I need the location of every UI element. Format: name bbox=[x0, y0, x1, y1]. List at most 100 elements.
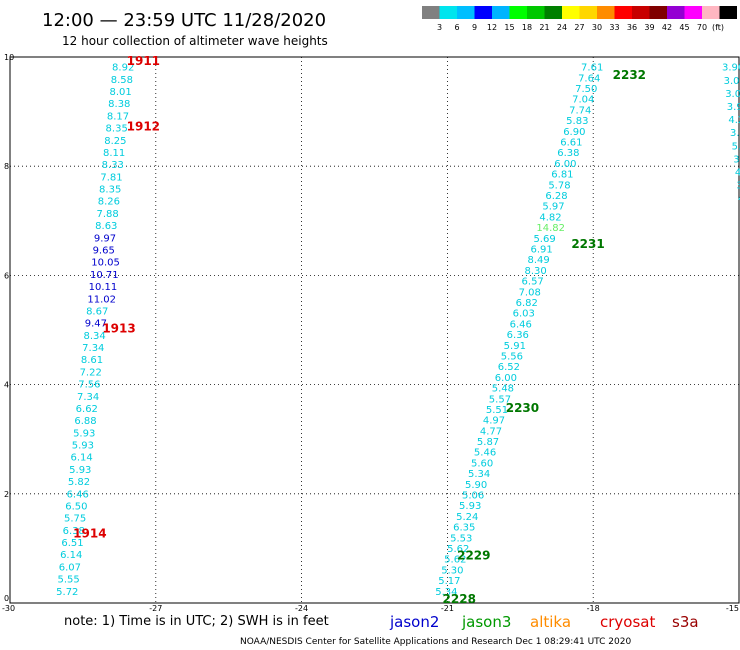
wave-height-label: 10.71 bbox=[90, 270, 119, 281]
wave-height-label: 9.97 bbox=[94, 233, 116, 244]
colorbar-swatch bbox=[597, 6, 615, 19]
wave-height-label: 8.35 bbox=[106, 124, 128, 135]
pass-label: 1911 bbox=[127, 54, 160, 68]
wave-height-label: 4.82 bbox=[539, 212, 561, 223]
colorbar-swatch bbox=[702, 6, 720, 19]
wave-height-label: 6.38 bbox=[557, 148, 579, 159]
wave-height-label: 8.49 bbox=[527, 255, 549, 266]
wave-height-label: 6.62 bbox=[76, 404, 98, 415]
colorbar-label: 30 bbox=[592, 23, 602, 32]
wave-height-label: 11.02 bbox=[87, 294, 116, 305]
wave-height-label: 7.04 bbox=[572, 95, 594, 106]
y-tick-label: 4 bbox=[4, 381, 9, 390]
wave-height-label: 5.34 bbox=[468, 469, 490, 480]
wave-height-label: 8.38 bbox=[108, 99, 130, 110]
colorbar-swatch bbox=[509, 6, 527, 19]
colorbar-label: 12 bbox=[487, 23, 497, 32]
chart-credit: NOAA/NESDIS Center for Satellite Applica… bbox=[240, 637, 631, 647]
colorbar-swatch bbox=[544, 6, 562, 19]
wave-height-label: 6.61 bbox=[560, 138, 582, 149]
wave-height-label: 5.69 bbox=[533, 234, 555, 245]
wave-height-label: 8.63 bbox=[95, 221, 117, 232]
colorbar-label: 21 bbox=[539, 23, 549, 32]
wave-height-label: 8.67 bbox=[86, 306, 108, 317]
wave-height-label: 8.92 bbox=[112, 63, 134, 74]
wave-height-label: 4.25 bbox=[728, 115, 740, 126]
pass-label: 2229 bbox=[457, 548, 490, 562]
wave-height-label: 6.88 bbox=[74, 416, 96, 427]
pass-label: 2231 bbox=[571, 237, 604, 251]
wave-height-label: 8.33 bbox=[102, 160, 124, 171]
colorbar-label: 33 bbox=[609, 23, 619, 32]
pass-labels: 1911 1912 1913 1914 2232 2231 2230 2229 2228 bbox=[73, 54, 646, 606]
wave-height-label: 3.98 bbox=[727, 102, 740, 113]
y-tick-label: 8 bbox=[4, 162, 9, 171]
y-tick-label: 10 bbox=[4, 53, 14, 62]
wave-height-label: 6.57 bbox=[522, 277, 544, 288]
colorbar-label: 36 bbox=[627, 23, 637, 32]
colorbar-swatch bbox=[457, 6, 475, 19]
wave-height-label: 14.82 bbox=[536, 223, 565, 234]
wave-height-label: 6.38 bbox=[63, 526, 85, 537]
wave-height-label: 8.61 bbox=[81, 355, 103, 366]
colorbar-swatch bbox=[684, 6, 702, 19]
x-tick-label: -24 bbox=[295, 604, 308, 613]
wave-height-label: 8.25 bbox=[104, 136, 126, 147]
colorbar-swatch bbox=[632, 6, 650, 19]
colorbar-swatch bbox=[719, 6, 737, 19]
colorbar-swatch bbox=[667, 6, 685, 19]
wave-height-label: 5.34 bbox=[435, 587, 457, 598]
colorbar-label: 15 bbox=[504, 23, 514, 32]
wave-height-label: 5.72 bbox=[56, 587, 78, 598]
wave-height-label: 7.34 bbox=[77, 392, 99, 403]
wave-height-label: 8.30 bbox=[525, 266, 547, 277]
satellite-legend: jason2 jason3 altika cryosat s3a bbox=[389, 613, 699, 631]
wave-height-label: 5.48 bbox=[492, 384, 514, 395]
wave-height-label: 7.34 bbox=[82, 343, 104, 354]
wave-height-label: 6.36 bbox=[507, 330, 529, 341]
wave-height-label: 3.04 bbox=[730, 128, 740, 139]
wave-height-label: 6.00 bbox=[495, 373, 517, 384]
wave-height-label: 7.56 bbox=[78, 380, 100, 391]
wave-height-label: 5.53 bbox=[450, 533, 472, 544]
colorbar-swatch bbox=[579, 6, 597, 19]
wave-height-label: 5.46 bbox=[474, 448, 496, 459]
wave-height-label: 5.75 bbox=[64, 514, 86, 525]
wave-height-label: 6.28 bbox=[545, 191, 567, 202]
wave-height-label: 5.87 bbox=[477, 437, 499, 448]
wave-height-label: 5.60 bbox=[471, 458, 493, 469]
colorbar-label: 6 bbox=[454, 23, 459, 32]
wave-height-label: 5.93 bbox=[72, 441, 94, 452]
wave-height-label: 3.05 bbox=[725, 89, 740, 100]
wave-height-label: 5.93 bbox=[69, 465, 91, 476]
wave-height-label: 6.46 bbox=[67, 489, 89, 500]
wave-height-label: 5.30 bbox=[441, 565, 463, 576]
colorbar-swatch bbox=[527, 6, 545, 19]
colorbar-swatch bbox=[614, 6, 632, 19]
wave-height-label: 6.03 bbox=[513, 309, 535, 320]
wave-height-label: 9.65 bbox=[93, 245, 115, 256]
pass-label: 2232 bbox=[613, 68, 646, 82]
x-tick-label: -18 bbox=[587, 604, 600, 613]
wave-height-label: 5.51 bbox=[486, 405, 508, 416]
wave-height-label: 6.51 bbox=[61, 538, 83, 549]
wave-height-label: 8.58 bbox=[111, 75, 133, 86]
colorbar-label: 27 bbox=[574, 23, 584, 32]
colorbar-swatch bbox=[562, 6, 580, 19]
y-tick-label: 0 bbox=[4, 594, 9, 603]
wave-height-label: 5.91 bbox=[504, 341, 526, 352]
y-tick-labels: 0 2 4 6 8 10 bbox=[4, 53, 14, 603]
pass-label: 2228 bbox=[443, 592, 476, 606]
grid-lines bbox=[10, 57, 739, 603]
y-tick-label: 6 bbox=[4, 271, 9, 280]
wave-height-label: 8.34 bbox=[83, 331, 105, 342]
wave-height-label: 5.82 bbox=[68, 477, 90, 488]
colorbar: 3 6 9 12 15 18 21 24 27 30 33 36 39 42 45 70 bbox=[422, 6, 737, 32]
wave-height-label: 4 bbox=[738, 194, 740, 205]
wave-height-label: 8.01 bbox=[109, 87, 131, 98]
wave-height-label: 5.57 bbox=[489, 394, 511, 405]
wave-height-label: 6.07 bbox=[59, 562, 81, 573]
wave-height-label: 5.90 bbox=[465, 480, 487, 491]
wave-height-label: 5.24 bbox=[456, 512, 478, 523]
